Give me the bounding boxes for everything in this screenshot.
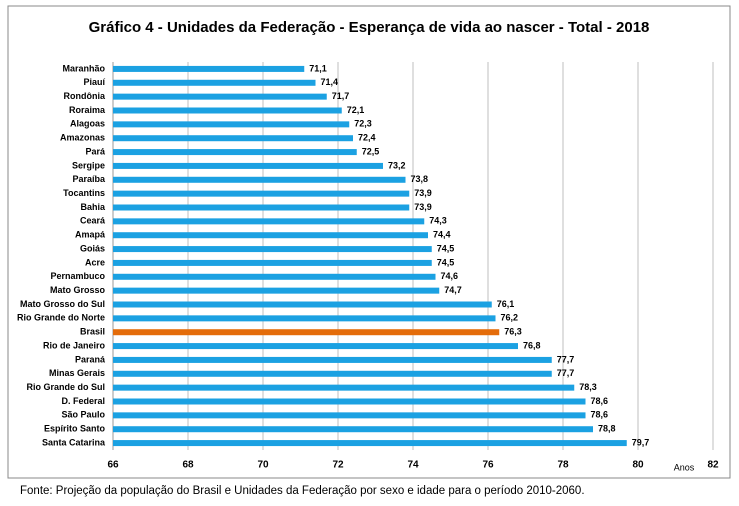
y-tick-label: Amazonas	[60, 133, 105, 143]
y-tick-label: Paraíba	[72, 174, 106, 184]
x-tick-label: 76	[482, 460, 494, 471]
bar	[113, 65, 305, 72]
y-tick-label: Brasil	[80, 327, 105, 337]
bar	[113, 246, 432, 253]
value-label: 73,2	[388, 160, 406, 170]
y-tick-label: Rio Grande do Sul	[26, 382, 105, 392]
y-tick-label: Piauí	[83, 77, 105, 87]
bar	[113, 218, 425, 225]
y-tick-label: Bahia	[80, 202, 106, 212]
value-label: 74,7	[444, 285, 462, 295]
y-tick-label: São Paulo	[61, 410, 105, 420]
y-tick-label: Rondônia	[64, 91, 106, 101]
y-tick-label: Sergipe	[72, 160, 105, 170]
x-tick-label: 80	[632, 460, 644, 471]
y-tick-label: Maranhão	[62, 63, 105, 73]
bar	[113, 232, 428, 239]
x-tick-label: 74	[407, 460, 419, 471]
bar	[113, 107, 342, 114]
y-tick-label: Espírito Santo	[44, 424, 106, 434]
value-label: 76,2	[501, 313, 519, 323]
y-tick-label: Santa Catarina	[42, 437, 106, 447]
value-label: 71,4	[321, 77, 339, 87]
value-label: 78,6	[591, 396, 609, 406]
value-label: 78,6	[591, 410, 609, 420]
y-tick-label: Mato Grosso do Sul	[20, 299, 105, 309]
value-label: 74,5	[437, 243, 455, 253]
bar	[113, 162, 383, 169]
bar	[113, 343, 518, 350]
bar	[113, 93, 327, 100]
y-tick-label: Acre	[85, 257, 105, 267]
bar	[113, 135, 353, 142]
value-label: 77,7	[557, 354, 575, 364]
x-tick-label: 78	[557, 460, 569, 471]
value-label: 78,3	[579, 382, 597, 392]
value-label: 74,4	[433, 230, 451, 240]
bar	[113, 79, 316, 86]
bar	[113, 204, 410, 211]
y-tick-label: Mato Grosso	[50, 285, 106, 295]
x-tick-label: 66	[107, 460, 119, 471]
y-tick-label: Pará	[85, 146, 106, 156]
bar	[113, 273, 436, 280]
bar	[113, 440, 627, 447]
bar	[113, 121, 350, 128]
value-label: 73,8	[411, 174, 429, 184]
y-tick-label: D. Federal	[61, 396, 105, 406]
y-tick-label: Paraná	[75, 354, 106, 364]
y-tick-label: Ceará	[80, 216, 106, 226]
value-label: 71,1	[309, 63, 327, 73]
value-label: 73,9	[414, 188, 432, 198]
y-tick-label: Goiás	[80, 243, 105, 253]
bar	[113, 370, 552, 377]
bar	[113, 384, 575, 391]
chart-frame	[7, 5, 731, 479]
value-label: 74,6	[441, 271, 459, 281]
x-tick-label: 70	[257, 460, 269, 471]
y-tick-label: Rio Grande do Norte	[17, 313, 105, 323]
value-label: 72,1	[347, 105, 365, 115]
value-label: 74,3	[429, 216, 447, 226]
source-note: Fonte: Projeção da população do Brasil e…	[20, 485, 585, 497]
y-tick-label: Roraima	[69, 105, 106, 115]
x-tick-label: 82	[707, 460, 719, 471]
value-label: 76,8	[523, 340, 541, 350]
bar	[113, 329, 500, 336]
value-label: 76,1	[497, 299, 515, 309]
value-label: 78,8	[598, 424, 616, 434]
value-label: 72,5	[362, 146, 380, 156]
y-tick-label: Tocantins	[63, 188, 105, 198]
value-label: 74,5	[437, 257, 455, 267]
x-tick-label: 72	[332, 460, 344, 471]
bar	[113, 412, 586, 419]
y-tick-label: Amapá	[75, 230, 106, 240]
bar	[113, 259, 432, 266]
value-label: 73,9	[414, 202, 432, 212]
y-tick-label: Minas Gerais	[49, 368, 105, 378]
bar	[113, 426, 593, 433]
chart-title: Gráfico 4 - Unidades da Federação - Espe…	[89, 19, 650, 36]
x-tick-label: 68	[182, 460, 194, 471]
bar	[113, 176, 406, 183]
bar	[113, 287, 440, 294]
bar	[113, 149, 357, 156]
y-tick-label: Rio de Janeiro	[43, 340, 106, 350]
bar	[113, 190, 410, 197]
y-tick-label: Pernambuco	[50, 271, 105, 281]
value-label: 79,7	[632, 437, 650, 447]
value-label: 72,4	[358, 133, 376, 143]
value-label: 77,7	[557, 368, 575, 378]
x-axis-label: Anos	[674, 462, 695, 472]
bar	[113, 301, 492, 308]
value-label: 76,3	[504, 327, 522, 337]
value-label: 71,7	[332, 91, 350, 101]
bar	[113, 356, 552, 363]
value-label: 72,3	[354, 119, 372, 129]
bar	[113, 315, 496, 322]
y-tick-label: Alagoas	[70, 119, 105, 129]
bar	[113, 398, 586, 405]
